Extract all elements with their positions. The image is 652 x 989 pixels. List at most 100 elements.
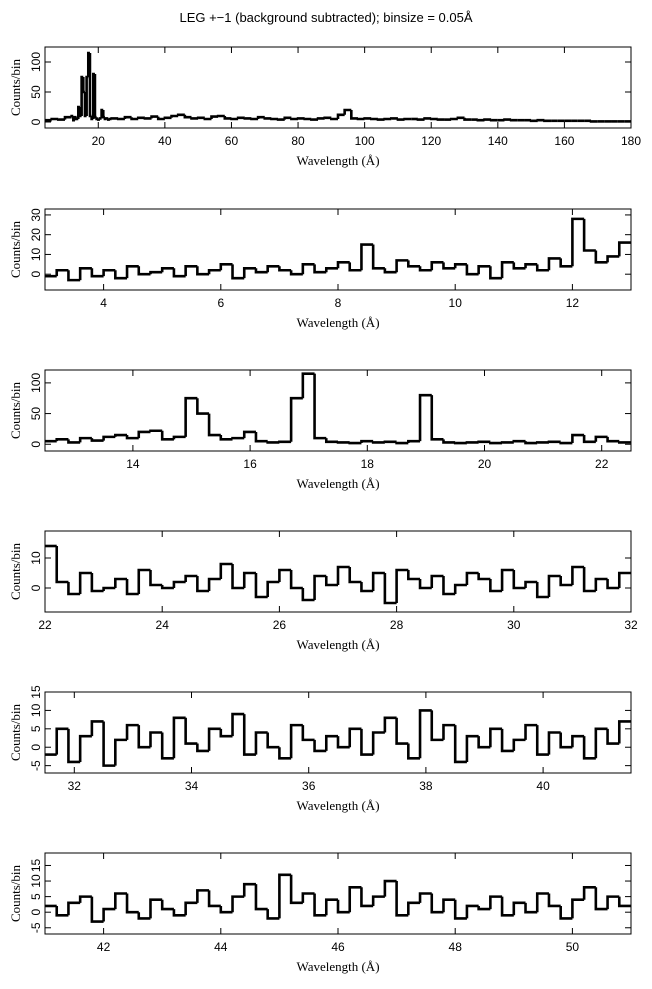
x-tick-label: 16 — [243, 457, 257, 471]
histogram-step — [477, 573, 491, 581]
histogram-step — [336, 113, 345, 119]
histogram-step — [324, 266, 338, 273]
histogram-step — [149, 570, 163, 587]
histogram-step — [323, 116, 332, 120]
histogram-step — [67, 728, 81, 764]
histogram-step — [149, 429, 163, 433]
histogram-step — [449, 117, 458, 121]
histogram-step — [606, 895, 620, 910]
histogram-step — [256, 115, 265, 119]
histogram-step — [230, 117, 239, 121]
histogram-step — [313, 739, 327, 753]
histogram-step — [416, 118, 425, 121]
y-axis-label: Counts/bin — [8, 220, 23, 278]
histogram-step — [102, 721, 116, 767]
histogram-step — [149, 270, 163, 275]
histogram-step — [430, 574, 444, 588]
histogram-step — [348, 441, 362, 445]
histogram-step — [196, 266, 210, 276]
histogram-step — [156, 116, 165, 121]
histogram-step — [336, 736, 350, 749]
histogram-step — [78, 734, 92, 762]
histogram-step — [371, 441, 385, 444]
histogram-step — [465, 904, 479, 919]
x-tick-label: 50 — [566, 940, 580, 954]
histogram-step — [500, 261, 514, 279]
histogram-step — [278, 873, 292, 919]
histogram-step — [571, 565, 585, 585]
histogram-step — [207, 268, 221, 275]
histogram-step — [407, 570, 421, 581]
x-tick-label: 30 — [507, 618, 521, 632]
x-tick-label: 120 — [421, 134, 441, 148]
histogram-step — [184, 574, 198, 582]
histogram-step — [465, 264, 479, 276]
histogram-step — [559, 905, 573, 920]
histogram-step — [524, 263, 538, 269]
histogram-step — [108, 117, 112, 121]
plot-frame — [44, 691, 632, 774]
histogram-step — [395, 441, 409, 445]
histogram-step — [371, 244, 385, 270]
histogram-step — [219, 905, 233, 914]
histogram-step — [172, 716, 186, 759]
histogram-step — [407, 439, 421, 444]
histogram-step — [196, 398, 210, 415]
x-tick-label: 4 — [100, 296, 107, 310]
histogram-step — [383, 117, 392, 121]
histogram-step — [289, 396, 303, 442]
histogram-step — [114, 433, 128, 437]
histogram-step — [219, 263, 233, 271]
histogram-step — [360, 243, 374, 271]
histogram-step — [336, 441, 350, 444]
y-tick-label: 0 — [29, 744, 43, 751]
histogram-step — [172, 909, 186, 917]
histogram-step — [509, 118, 518, 122]
histogram-step — [348, 885, 362, 913]
histogram-step — [266, 441, 280, 444]
histogram-step — [512, 439, 526, 443]
histogram-step — [571, 898, 585, 919]
y-tick-label: 100 — [29, 373, 43, 393]
histogram-step — [512, 901, 526, 916]
histogram-step — [336, 261, 350, 269]
histogram-step — [102, 268, 116, 277]
histogram-step — [278, 568, 292, 582]
histogram-step — [207, 727, 221, 751]
histogram-step — [606, 436, 620, 443]
histogram-step — [183, 114, 192, 119]
x-tick-label: 10 — [449, 296, 463, 310]
histogram-step — [102, 435, 116, 441]
y-tick-label: 15 — [29, 685, 43, 699]
histogram-step — [78, 436, 92, 443]
x-tick-label: 24 — [156, 618, 170, 632]
histogram-step — [219, 562, 233, 579]
histogram-step — [559, 732, 573, 749]
histogram-step — [313, 893, 327, 917]
x-axis-label: Wavelength (Å) — [296, 637, 379, 652]
histogram-step — [254, 431, 268, 443]
histogram-step — [176, 113, 185, 117]
x-tick-label: 32 — [68, 779, 82, 793]
histogram-step — [57, 118, 65, 121]
histogram-step — [149, 731, 163, 748]
histogram-step — [301, 588, 315, 602]
histogram-step — [90, 573, 104, 593]
histogram-step — [85, 75, 89, 116]
histogram-step — [125, 264, 139, 279]
histogram-step — [170, 114, 179, 118]
histogram-step — [289, 874, 303, 905]
histogram-step — [95, 117, 99, 121]
histogram-step — [313, 264, 327, 274]
histogram-step — [55, 727, 69, 755]
x-tick-label: 28 — [390, 618, 404, 632]
histogram-step — [594, 435, 608, 442]
histogram-step — [418, 579, 432, 590]
y-tick-label: 10 — [29, 703, 43, 717]
histogram-step — [594, 887, 608, 911]
histogram-step — [301, 725, 315, 742]
chart-title: LEG +−1 (background subtracted); binsize… — [179, 10, 472, 25]
histogram-step — [254, 731, 268, 755]
histogram-step — [442, 262, 456, 270]
histogram-step — [55, 546, 69, 584]
